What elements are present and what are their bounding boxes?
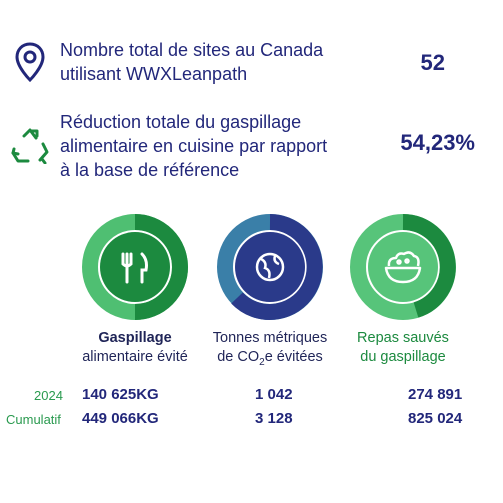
stat-sites-label: Nombre total de sites au Canada utilisan… <box>60 40 324 84</box>
location-pin-icon <box>14 42 46 87</box>
stat-reduction-label: Réduction totale du gaspillage alimentai… <box>60 112 328 180</box>
recycle-icon <box>10 128 50 169</box>
co2-2024: 1 042 <box>255 386 293 403</box>
meals-donut <box>348 212 458 322</box>
co2-caption: Tonnes métriques de CO2e évitées <box>212 330 328 368</box>
salad-bowl-icon <box>384 251 422 284</box>
fork-knife-icon <box>121 252 148 284</box>
food-waste-2024: 140 625KG <box>82 386 159 403</box>
food-waste-donut <box>80 212 190 322</box>
co2-cumulative: 3 128 <box>255 410 293 427</box>
globe-icon <box>255 252 285 282</box>
stat-sites-value: 52 <box>420 50 445 75</box>
co2-donut <box>215 212 325 322</box>
stat-reduction-value: 54,23% <box>400 130 475 155</box>
meals-2024: 274 891 <box>408 386 463 403</box>
meals-caption: Repas sauvés du gaspillage <box>357 330 449 365</box>
row-label-cumulative: Cumulatif <box>6 412 61 427</box>
food-waste-cumulative: 449 066KG <box>82 410 159 427</box>
row-label-2024: 2024 <box>34 388 63 403</box>
meals-cumulative: 825 024 <box>408 410 463 427</box>
food-waste-caption: Gaspillage alimentaire évité <box>82 330 188 365</box>
